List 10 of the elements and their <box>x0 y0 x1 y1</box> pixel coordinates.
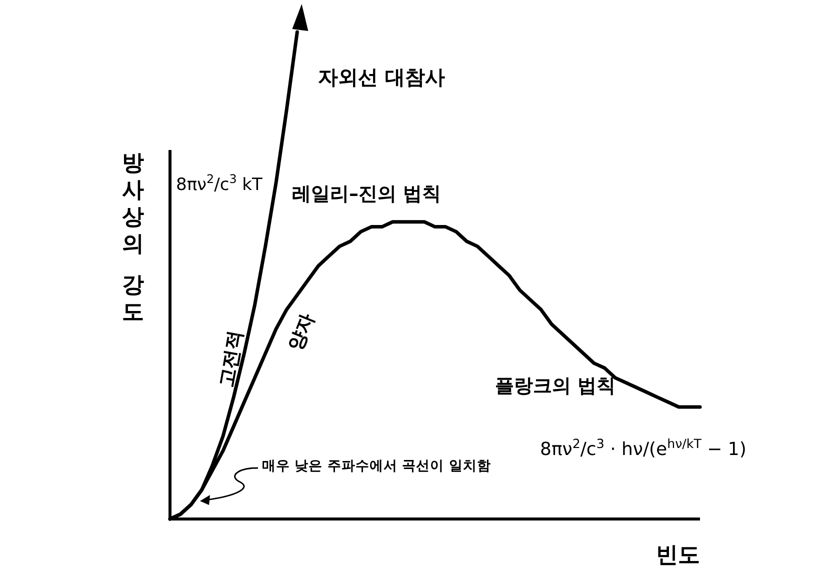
y-axis-title: 방사상의 강도 <box>122 151 144 325</box>
series-label: 레일리–진의 법칙 <box>292 183 442 205</box>
annotation: 자외선 대참사 <box>318 65 445 89</box>
annotation: 고전적 <box>215 328 247 389</box>
series-label: 플랑크의 법칙 <box>495 375 616 397</box>
annotation: 양자 <box>284 310 319 354</box>
annotation: 8πν$^{2}$/c$^{3}$ kT <box>176 172 264 195</box>
annotation: 8πν$^{2}$/c$^{3}$ · hν/(e$^{hν/kT}$ − 1) <box>540 436 746 460</box>
x-axis-title: 빈도 <box>656 543 700 568</box>
annotation: 매우 낮은 주파수에서 곡선이 일치함 <box>262 458 491 474</box>
